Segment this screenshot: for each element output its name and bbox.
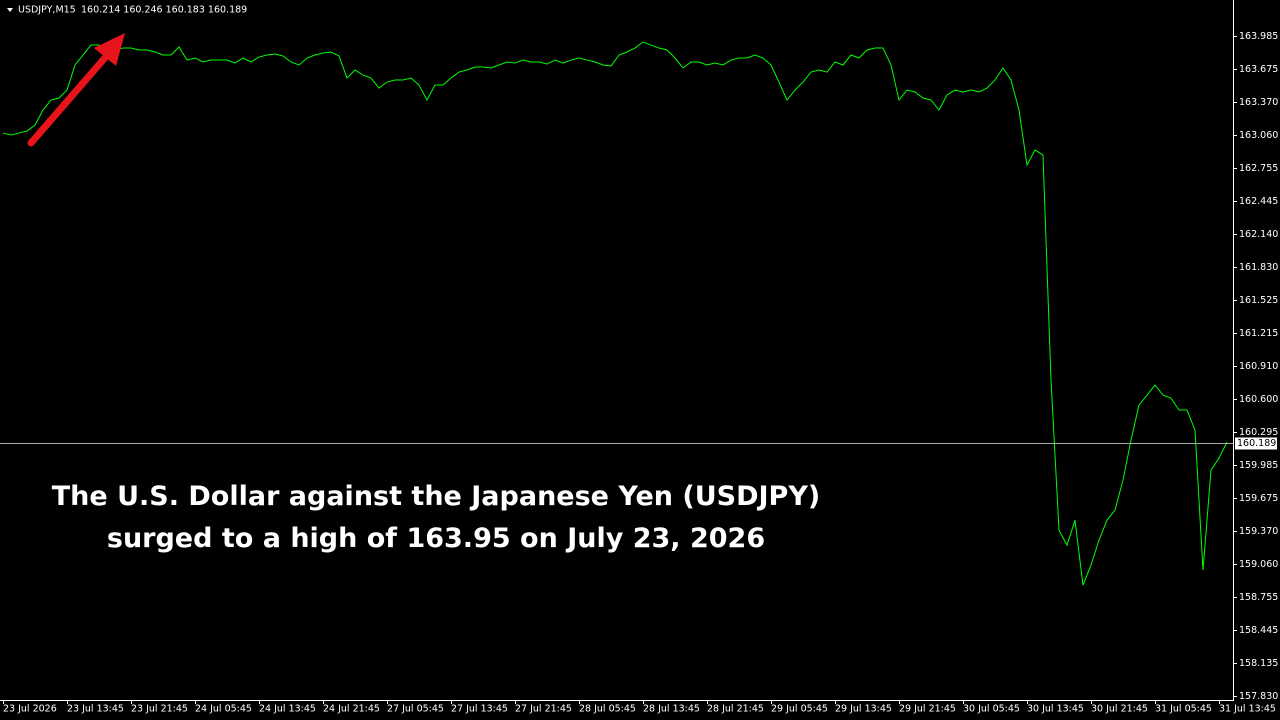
current-price-box <box>1235 437 1277 450</box>
y-tick-label: 157.830 <box>1239 691 1278 702</box>
y-tick-label: 160.295 <box>1239 427 1278 438</box>
x-tick-label: 31 Jul 05:45 <box>1155 704 1212 715</box>
x-tick-label: 23 Jul 2026 <box>3 704 57 715</box>
y-tick-label: 158.445 <box>1239 625 1278 636</box>
x-tick-label: 24 Jul 13:45 <box>259 704 316 715</box>
y-tick-label: 163.985 <box>1239 31 1278 42</box>
y-tick-label: 158.755 <box>1239 592 1278 603</box>
y-tick-label: 160.600 <box>1239 394 1278 405</box>
x-tick-label: 29 Jul 05:45 <box>771 704 828 715</box>
y-tick-label: 161.215 <box>1239 328 1278 339</box>
y-tick-label: 161.525 <box>1239 295 1278 306</box>
y-tick-label: 159.370 <box>1239 526 1278 537</box>
menu-triangle[interactable] <box>7 8 13 12</box>
y-tick-label: 158.135 <box>1239 658 1278 669</box>
x-tick-label: 23 Jul 13:45 <box>67 704 124 715</box>
x-tick-label: 31 Jul 13:45 <box>1219 704 1276 715</box>
x-tick-label: 28 Jul 21:45 <box>707 704 764 715</box>
y-tick-label: 163.675 <box>1239 64 1278 75</box>
y-tick-label: 162.140 <box>1239 229 1278 240</box>
annotation-line: surged to a high of 163.95 on July 23, 2… <box>107 523 765 554</box>
quote-label: 160.214 160.246 160.183 160.189 <box>81 5 247 16</box>
x-tick-label: 27 Jul 05:45 <box>387 704 444 715</box>
current-price-label: 160.189 <box>1237 438 1276 449</box>
x-tick-label: 27 Jul 21:45 <box>515 704 572 715</box>
symbol-label: USDJPY,M15 <box>18 5 76 16</box>
y-tick-label: 162.445 <box>1239 196 1278 207</box>
y-tick-label: 162.755 <box>1239 163 1278 174</box>
price-line <box>2 41 1228 586</box>
x-tick-label: 28 Jul 13:45 <box>643 704 700 715</box>
y-tick-label: 163.370 <box>1239 97 1278 108</box>
y-tick-label: 159.985 <box>1239 460 1278 471</box>
x-tick-label: 29 Jul 13:45 <box>835 704 892 715</box>
y-tick-label: 163.060 <box>1239 130 1278 141</box>
x-tick-label: 30 Jul 13:45 <box>1027 704 1084 715</box>
annotation-line: The U.S. Dollar against the Japanese Yen… <box>52 481 821 512</box>
y-tick-label: 159.060 <box>1239 559 1278 570</box>
x-tick-label: 29 Jul 21:45 <box>899 704 956 715</box>
x-tick-label: 24 Jul 21:45 <box>323 704 380 715</box>
y-tick-label: 159.675 <box>1239 493 1278 504</box>
y-tick-label: 160.910 <box>1239 361 1278 372</box>
x-tick-label: 30 Jul 21:45 <box>1091 704 1148 715</box>
arrow <box>27 33 125 147</box>
x-tick-label: 27 Jul 13:45 <box>451 704 508 715</box>
y-tick-label: 161.830 <box>1239 262 1278 273</box>
x-tick-label: 24 Jul 05:45 <box>195 704 252 715</box>
x-tick-label: 30 Jul 05:45 <box>963 704 1020 715</box>
x-tick-label: 28 Jul 05:45 <box>579 704 636 715</box>
x-tick-label: 23 Jul 21:45 <box>131 704 188 715</box>
plot <box>2 41 1228 586</box>
